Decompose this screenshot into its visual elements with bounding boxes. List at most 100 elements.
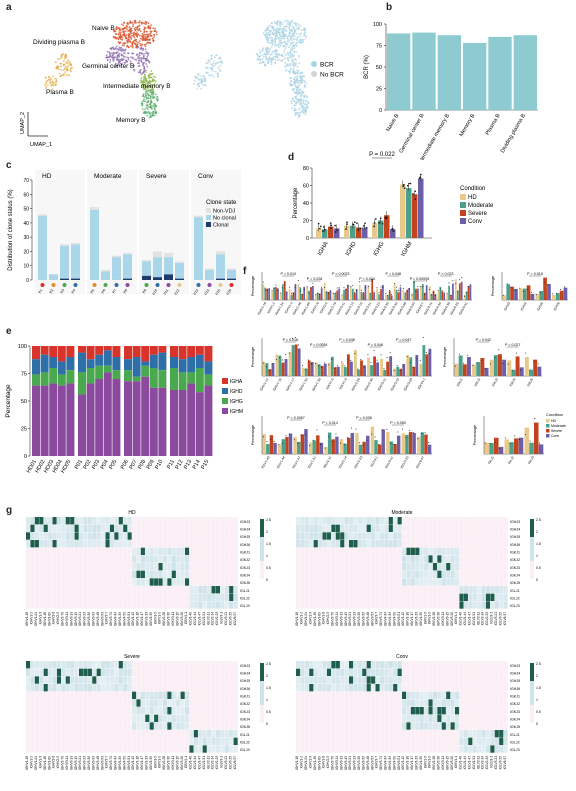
heatmap-cell [485,586,491,594]
heatmap-cell [101,737,106,746]
bar [269,435,274,454]
bar [455,279,457,300]
heatmap-cell [65,745,70,753]
heatmap-cell [441,586,446,594]
x-tick-label: IGHV3-48 [397,301,408,315]
umap-point [146,87,149,90]
heatmap-cell [48,699,53,707]
heatmap-cell [459,586,464,594]
bar [469,284,472,300]
heatmap-cell [118,517,123,525]
umap-point [291,29,293,32]
colorbar-tick: 0.5 [266,566,271,570]
heatmap-cell [154,547,159,556]
heatmap-cell [309,684,314,692]
heatmap-cell [499,661,504,669]
heatmap-cell [193,547,198,556]
heatmap-cell [74,570,79,579]
colorbar-cell [530,561,534,564]
heatmap-cell [215,661,221,669]
data-point [336,229,339,231]
data-point [411,294,413,296]
data-point [301,293,303,295]
umap-point [216,73,219,76]
heatmap-cell [481,563,486,571]
heatmap-cell [145,555,150,563]
heatmap-cell [171,586,176,594]
umap-point [125,34,128,37]
heatmap-cell [65,730,70,738]
heatmap-cell [162,547,168,556]
bar [397,292,400,300]
data-point [284,354,286,356]
heatmap-cell [48,563,53,571]
umap-point [116,64,119,67]
bar-segment [175,278,184,280]
heatmap-cell [472,684,477,692]
heatmap-cell [65,517,70,525]
heatmap-cell [48,714,53,723]
facet-title: Moderate [94,173,122,180]
heatmap-cell [167,540,172,548]
data-point [467,354,469,356]
bar-segment [142,260,151,262]
bar-segment [71,244,80,276]
umap-point [142,63,145,65]
heatmap-cell [180,524,185,533]
bar [420,432,425,454]
heatmap-cell [384,524,389,533]
colorbar-cell [530,558,534,561]
heatmap-cell [362,668,367,677]
umap-point [126,41,129,44]
heatmap-cell [87,745,92,753]
umap-clusters [43,19,160,119]
heatmap-cell [472,570,477,579]
heatmap-cell [127,540,132,548]
data-point [343,444,345,446]
umap-point [135,34,138,37]
heatmap-cell [65,578,70,586]
heatmap-cell [229,524,234,533]
row-label: IGHJ5 [510,535,520,539]
heatmap-cell [193,524,198,533]
heatmap-cell [34,593,39,602]
bar [488,36,512,110]
heatmap-cell [313,593,318,602]
heatmap-cell [371,676,376,684]
heatmap-cell [74,714,79,723]
heatmap-cell [224,699,229,707]
heatmap-cell [96,745,101,753]
heatmap-cell [114,661,119,669]
heatmap-cell [485,668,491,677]
heatmap-cell [318,524,323,533]
heatmap-cell [335,524,340,533]
heatmap-cell [419,593,424,602]
umap-point [143,30,146,33]
umap-point [287,51,289,54]
umap-point [294,109,297,112]
heatmap-cell [30,699,35,707]
heatmap-cell [450,593,455,602]
heatmap-cell [229,532,234,540]
heatmap-cell [353,578,358,586]
data-point [359,281,361,283]
heatmap-cell [123,745,128,753]
heatmap-cell [402,547,407,556]
data-point [529,440,531,442]
bar [439,286,442,300]
umap-point [147,27,150,30]
heatmap-cell [455,517,460,525]
x-tick-label: P02 [83,459,93,470]
heatmap-cell [171,684,176,692]
umap-point [138,57,141,59]
umap-point [138,59,140,62]
heatmap-cell [180,540,185,548]
heatmap-cell [83,691,88,700]
umap-point [152,104,155,107]
umap-point [292,22,295,24]
data-point [437,290,439,292]
heatmap-cell [331,676,336,684]
heatmap-cell [437,661,442,669]
heatmap-cell [114,593,119,602]
heatmap-cell [366,684,371,692]
